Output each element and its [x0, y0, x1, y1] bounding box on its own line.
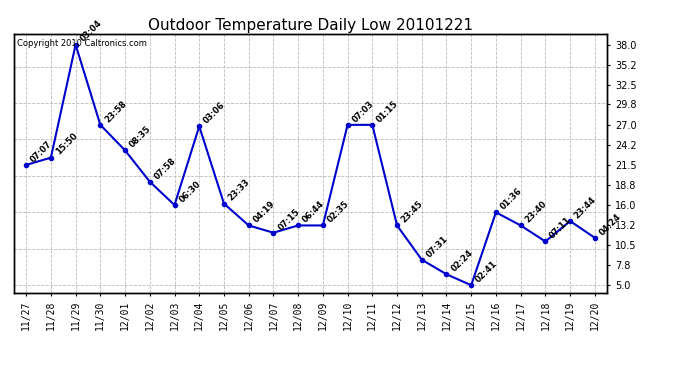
Text: 15:50: 15:50 [54, 132, 79, 157]
Text: 04:19: 04:19 [251, 200, 277, 225]
Text: 06:30: 06:30 [177, 179, 202, 204]
Text: 07:15: 07:15 [276, 207, 302, 232]
Text: Copyright 2010 Caltronics.com: Copyright 2010 Caltronics.com [17, 39, 147, 48]
Text: 02:35: 02:35 [326, 200, 351, 225]
Text: 23:40: 23:40 [524, 200, 549, 225]
Title: Outdoor Temperature Daily Low 20101221: Outdoor Temperature Daily Low 20101221 [148, 18, 473, 33]
Text: 01:36: 01:36 [499, 186, 524, 211]
Text: 23:44: 23:44 [573, 195, 598, 220]
Text: 03:06: 03:06 [202, 100, 227, 126]
Text: 07:58: 07:58 [152, 156, 177, 181]
Text: 03:04: 03:04 [79, 19, 103, 44]
Text: 23:45: 23:45 [400, 200, 425, 225]
Text: 23:33: 23:33 [227, 178, 252, 203]
Text: 08:35: 08:35 [128, 124, 153, 150]
Text: 07:03: 07:03 [351, 99, 375, 124]
Text: 06:44: 06:44 [301, 200, 326, 225]
Text: 07:11: 07:11 [548, 216, 573, 241]
Text: 02:41: 02:41 [474, 259, 500, 284]
Text: 01:15: 01:15 [375, 99, 400, 124]
Text: 23:58: 23:58 [103, 99, 128, 124]
Text: 02:24: 02:24 [449, 248, 475, 273]
Text: 04:24: 04:24 [598, 212, 623, 237]
Text: 07:07: 07:07 [29, 139, 54, 164]
Text: 07:31: 07:31 [424, 234, 450, 259]
